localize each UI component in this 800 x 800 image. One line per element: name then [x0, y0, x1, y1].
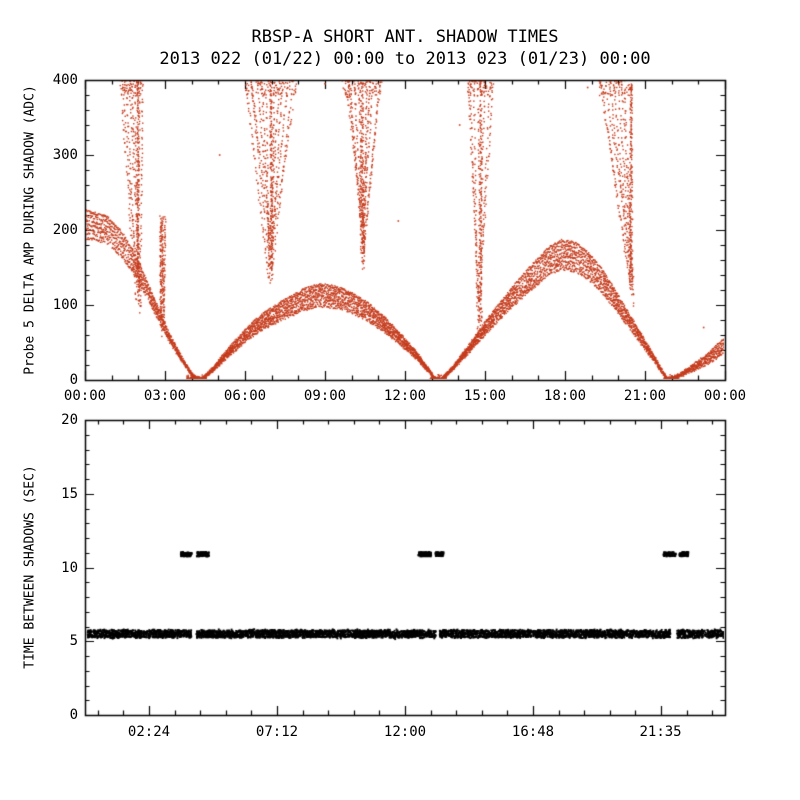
- scatter-plot-canvas: [0, 0, 800, 800]
- rbsp-shadow-times-figure: RBSP-A SHORT ANT. SHADOW TIMES 2013 022 …: [0, 0, 800, 800]
